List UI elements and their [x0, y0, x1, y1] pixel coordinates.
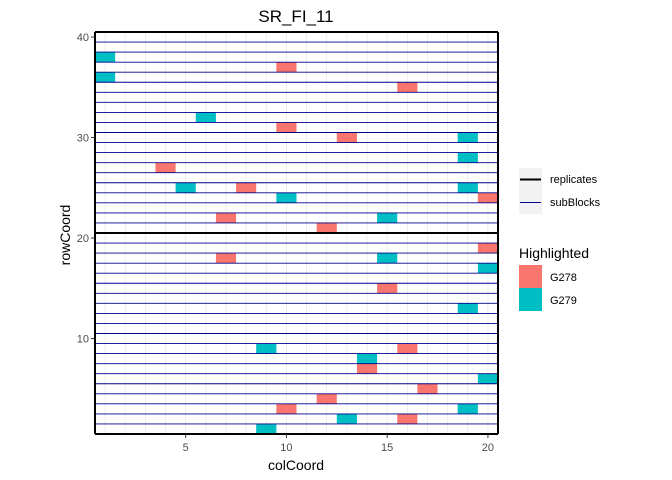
highlighted-cell	[457, 132, 478, 143]
chart-title: SR_FI_11	[258, 7, 333, 26]
highlighted-cell	[477, 263, 498, 274]
x-tick-label: 15	[381, 442, 393, 454]
highlighted-cell	[95, 52, 116, 63]
x-axis-label: colCoord	[268, 457, 324, 473]
highlighted-cell	[417, 383, 438, 394]
highlighted-cell	[477, 243, 498, 254]
y-axis-label: rowCoord	[57, 205, 73, 266]
plot-panel	[94, 31, 499, 435]
highlighted-cell	[397, 413, 418, 424]
legend-fill-swatch	[519, 288, 542, 311]
legend-title: Highlighted	[519, 245, 589, 261]
highlighted-cell	[336, 413, 357, 424]
legend: replicates subBlocks Highlighted G278 G279	[519, 168, 601, 311]
legend-label: G279	[550, 295, 577, 307]
highlighted-cell	[477, 373, 498, 384]
y-tick-label: 20	[77, 233, 89, 245]
highlighted-cell	[336, 132, 357, 143]
highlighted-cell	[215, 253, 237, 264]
highlighted-cell	[276, 403, 297, 414]
legend-label: G278	[550, 272, 577, 284]
highlighted-cell	[256, 423, 277, 434]
legend-label: replicates	[550, 174, 598, 186]
highlighted-cell	[397, 343, 418, 354]
highlighted-cell	[457, 403, 478, 414]
highlighted-cell	[477, 192, 498, 203]
legend-label: subBlocks	[550, 197, 601, 209]
x-tick-label: 10	[280, 442, 292, 454]
highlighted-cell	[175, 182, 196, 193]
highlighted-cell	[457, 303, 478, 314]
highlighted-cell	[256, 343, 277, 354]
highlighted-cell	[276, 192, 297, 203]
y-tick-label: 10	[77, 334, 89, 346]
highlighted-cell	[457, 182, 478, 193]
highlighted-cell	[377, 253, 398, 264]
highlighted-cell	[356, 353, 378, 364]
highlighted-cell	[377, 283, 398, 294]
highlighted-cell	[316, 222, 337, 233]
highlighted-cell	[356, 363, 378, 374]
highlighted-cell	[236, 182, 257, 193]
highlighted-cell	[195, 112, 216, 123]
highlighted-cell	[316, 393, 337, 404]
highlighted-cell	[95, 72, 116, 83]
highlighted-cell	[397, 82, 418, 93]
highlighted-cell	[276, 62, 297, 73]
axes: 5 10 15 20 10 20 30 40	[77, 32, 494, 454]
highlighted-cell	[377, 212, 398, 223]
y-tick-label: 30	[77, 133, 89, 145]
y-tick-label: 40	[77, 32, 89, 44]
highlighted-cell	[155, 162, 176, 173]
highlighted-cell	[215, 212, 237, 223]
x-tick-label: 20	[482, 442, 494, 454]
highlighted-cell	[457, 152, 478, 163]
legend-fill-swatch	[519, 265, 542, 288]
highlighted-cell	[276, 122, 297, 133]
x-tick-label: 5	[183, 442, 189, 454]
